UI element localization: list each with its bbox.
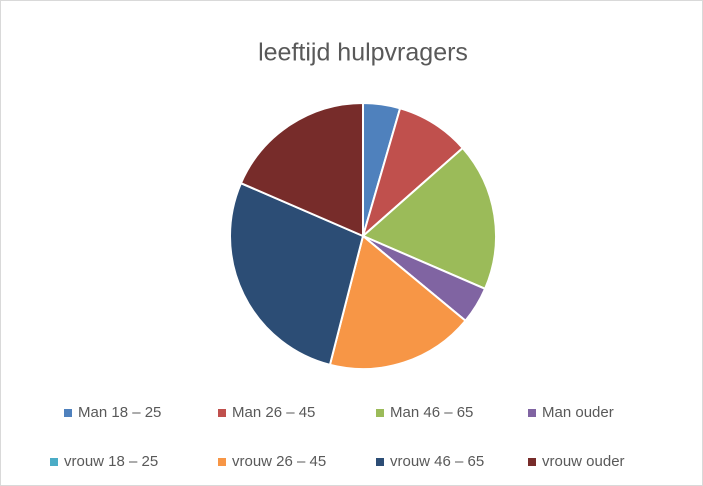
legend-swatch — [64, 409, 72, 417]
legend-label: vrouw 18 – 25 — [64, 453, 158, 470]
pie-slice — [229, 181, 365, 367]
legend-label: Man 26 – 45 — [232, 404, 315, 421]
pie-slice — [361, 146, 497, 291]
legend-swatch — [528, 409, 536, 417]
legend-swatch — [376, 458, 384, 466]
legend-label: vrouw ouder — [542, 453, 625, 470]
legend-swatch — [376, 409, 384, 417]
pie-slice — [239, 101, 364, 238]
legend-label: Man ouder — [542, 404, 614, 421]
legend-swatch — [218, 458, 226, 466]
legend-swatch — [528, 458, 536, 466]
legend-label: vrouw 26 – 45 — [232, 453, 326, 470]
legend-swatch — [218, 409, 226, 417]
legend-swatch — [50, 458, 58, 466]
chart-title: leeftijd hulpvragers — [258, 39, 468, 67]
legend-label: vrouw 46 – 65 — [390, 453, 484, 470]
pie-slice — [328, 234, 467, 370]
legend-label: Man 46 – 65 — [390, 404, 473, 421]
legend-label: Man 18 – 25 — [78, 404, 161, 421]
